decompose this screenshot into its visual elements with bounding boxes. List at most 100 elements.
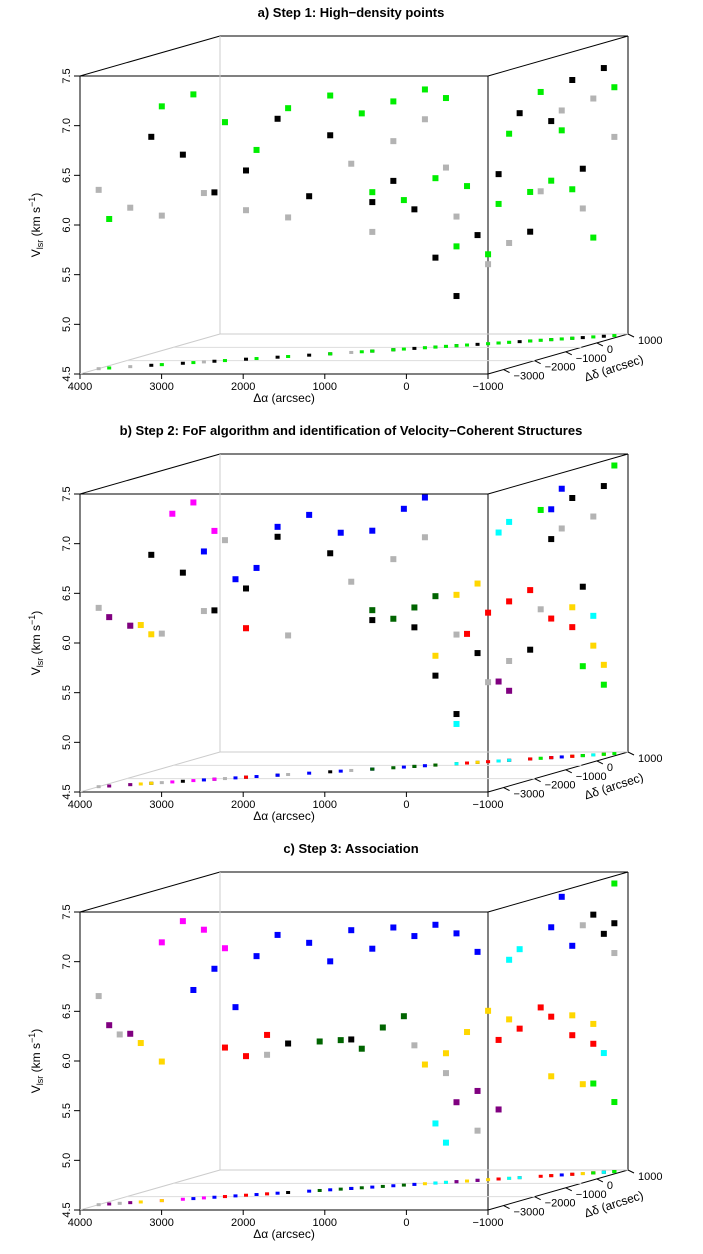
data-point [537, 188, 544, 195]
floor-projected-point [601, 752, 606, 756]
data-point [569, 77, 576, 83]
floor-projected-point [422, 1182, 427, 1186]
data-point [200, 926, 207, 933]
y-axis-label-exp: −1 [27, 1033, 37, 1043]
floor-projected-point [412, 764, 417, 768]
data-point [442, 95, 449, 102]
data-point [327, 550, 334, 557]
data-point [600, 1050, 607, 1057]
y-axis-label-main: V [29, 1085, 43, 1093]
data-point [506, 239, 513, 246]
y-tick-label: 4.5 [61, 366, 73, 381]
x-tick-label: 1000 [313, 799, 337, 811]
floor-projected-point [275, 355, 280, 359]
floor-projected-point [391, 348, 396, 352]
floor-projected-point [465, 761, 470, 765]
data-point [558, 107, 565, 114]
data-point [421, 1061, 428, 1068]
data-point [127, 204, 134, 211]
floor-projected-point [422, 764, 427, 768]
y-tick-label: 5.5 [61, 267, 73, 282]
x-axis-label: Δα (arcsec) [253, 1227, 315, 1241]
chart-title: b) Step 2: FoF algorithm and identificat… [120, 423, 583, 438]
floor-projected-point [286, 773, 291, 777]
z-tick-label: 0 [607, 344, 613, 356]
data-point [390, 177, 397, 184]
data-point [537, 88, 544, 95]
data-point [379, 1024, 386, 1031]
floor-projected-point [286, 355, 291, 359]
floor-projected-point [307, 771, 312, 775]
floor-projected-point [96, 785, 101, 789]
data-point [285, 214, 292, 221]
data-point [264, 1031, 271, 1038]
data-point [432, 652, 439, 659]
data-point [548, 506, 555, 513]
x-axis-label: Δα (arcsec) [253, 809, 315, 823]
chart-panel-b: b) Step 2: FoF algorithm and identificat… [0, 418, 703, 836]
floor-projected-point [370, 767, 375, 771]
data-point [211, 527, 218, 534]
floor-projected-point [201, 360, 206, 364]
floor-projected-point [433, 1181, 438, 1185]
y-axis-label-main: V [29, 249, 43, 257]
data-point [95, 186, 102, 193]
data-point [148, 551, 155, 558]
z-tick-mark [565, 1187, 573, 1192]
data-point [400, 505, 407, 512]
data-point [411, 933, 418, 940]
floor-projected-point [612, 752, 617, 756]
data-point [243, 1053, 250, 1060]
data-point [179, 151, 186, 158]
floor-projected-point [212, 777, 217, 781]
data-point [411, 624, 418, 631]
floor-projected-point [486, 342, 491, 346]
data-point [348, 927, 355, 934]
data-point [506, 956, 513, 963]
data-series [106, 614, 513, 788]
y-tick-label: 7.0 [61, 954, 73, 969]
floor-projected-point [559, 1173, 564, 1177]
z-tick-label: 0 [607, 762, 613, 774]
floor-projected-point [359, 1186, 364, 1190]
y-axis-label-close: ) [29, 611, 43, 615]
floor-projected-point [212, 359, 217, 363]
floor-projected-point [370, 349, 375, 353]
z-tick-mark [627, 751, 635, 756]
z-tick-mark [596, 1178, 604, 1183]
data-point [453, 243, 460, 250]
z-tick-mark [565, 769, 573, 774]
data-point [569, 604, 576, 611]
floor-projected-point [391, 1184, 396, 1188]
data-point [569, 1032, 576, 1039]
y-tick-label: 5.0 [61, 317, 73, 332]
floor-projected-point [528, 757, 533, 761]
data-point [264, 1051, 271, 1058]
data-point [579, 583, 586, 590]
data-point [453, 293, 460, 300]
data-point [569, 1012, 576, 1019]
y-tick-label: 6.0 [61, 217, 73, 232]
data-point [558, 485, 565, 492]
x-tick-label: 4000 [68, 799, 92, 811]
data-point [221, 1044, 228, 1051]
floor-projected-point [538, 756, 543, 760]
floor-projected-point [486, 760, 491, 764]
data-point [590, 1020, 597, 1027]
data-point [390, 138, 397, 145]
data-point [421, 116, 428, 123]
x-tick-label: 1000 [313, 381, 337, 393]
floor-projected-point [454, 762, 459, 766]
data-point [158, 1058, 165, 1065]
z-tick-label: 1000 [638, 335, 662, 347]
floor-projected-point [591, 753, 596, 757]
data-point [590, 911, 597, 918]
data-point [548, 924, 555, 931]
floor-projected-point [601, 334, 606, 338]
data-point [285, 632, 292, 639]
data-point [221, 945, 228, 952]
data-point [253, 953, 260, 960]
floor-projected-point [117, 1201, 122, 1205]
data-point [285, 105, 292, 112]
data-point [516, 946, 523, 953]
